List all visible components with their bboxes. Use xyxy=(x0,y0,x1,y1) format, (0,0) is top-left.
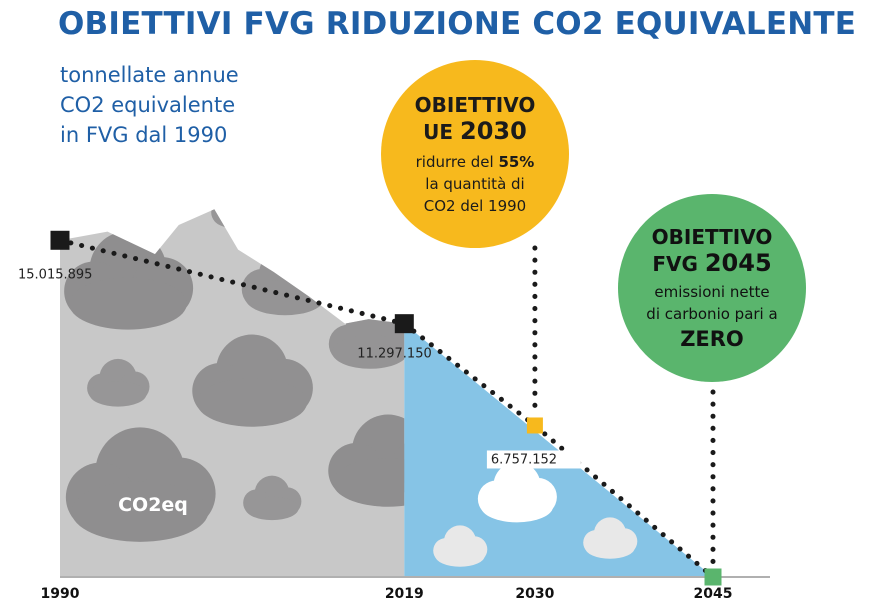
projection-area xyxy=(404,323,713,577)
cloud-icon xyxy=(243,475,302,521)
cloud-icon xyxy=(477,461,557,523)
marker-2019 xyxy=(394,314,414,334)
eu-badge-heading: OBIETTIVO xyxy=(414,92,536,117)
cloud-icon xyxy=(87,358,150,407)
trajectory-markers xyxy=(50,230,722,586)
marker-2045 xyxy=(704,568,722,586)
x-tick-label: 2045 xyxy=(694,586,733,602)
value-label-background xyxy=(486,450,581,469)
cloud-icon xyxy=(65,427,216,542)
area-label: CO2eq xyxy=(118,494,188,516)
fvg-badge-text: di carbonio pari a xyxy=(646,304,778,323)
fvg-2045-goal-badge: OBIETTIVO FVG 2045 emissioni nette di ca… xyxy=(618,194,806,382)
cloud-decoration-group xyxy=(433,461,638,567)
subtitle-line: CO2 equivalente xyxy=(60,93,236,117)
eu-2030-goal-badge: OBIETTIVO UE 2030 ridurre del 55% la qua… xyxy=(381,60,569,248)
fvg-badge-heading: OBIETTIVO xyxy=(651,224,773,249)
value-label: 15.015.895 xyxy=(18,267,92,282)
eu-badge-text: la quantità di xyxy=(425,174,525,193)
x-tick-label: 2030 xyxy=(515,586,554,602)
cloud-icon xyxy=(192,334,313,427)
value-label: 6.757.152 xyxy=(491,452,557,467)
marker-1990 xyxy=(50,230,70,250)
fvg-badge-text: emissioni nette xyxy=(654,282,770,301)
marker-2030 xyxy=(526,417,543,434)
subtitle-line: tonnellate annue xyxy=(60,63,239,87)
trajectory-line xyxy=(57,237,716,580)
cloud-icon xyxy=(241,248,330,316)
page-title: OBIETTIVI FVG RIDUZIONE CO2 EQUIVALENTE xyxy=(58,6,857,42)
value-labels: 15.015.895 11.297.150 6.757.152 xyxy=(18,267,581,469)
x-tick-label: 2019 xyxy=(385,586,424,602)
goal-leader-lines xyxy=(532,245,716,568)
cloud-icon xyxy=(64,231,194,330)
projection-area-shape xyxy=(404,323,713,577)
value-label: 11.297.150 xyxy=(357,347,431,362)
cloud-icon xyxy=(433,525,488,567)
fvg-badge-subheading: FVG 2045 xyxy=(652,248,772,277)
cloud-icon xyxy=(328,414,405,507)
cloud-icon xyxy=(583,517,638,559)
cloud-decoration-group xyxy=(64,209,405,542)
cloud-icon xyxy=(211,209,266,229)
fvg-badge-zero: ZERO xyxy=(680,326,744,351)
chart-subtitle: tonnellate annue CO2 equivalente in FVG … xyxy=(60,60,239,150)
eu-badge-text: CO2 del 1990 xyxy=(423,196,527,215)
subtitle-line: in FVG dal 1990 xyxy=(60,123,228,147)
eu-badge-text: ridurre del 55% xyxy=(415,152,535,171)
reduction-trajectory-line xyxy=(57,237,716,580)
eu-badge-subheading: UE 2030 xyxy=(423,116,527,145)
x-tick-label: 1990 xyxy=(41,586,80,602)
x-tick-labels: 1990 2019 2030 2045 xyxy=(41,586,733,602)
historical-emissions-area xyxy=(60,209,405,577)
